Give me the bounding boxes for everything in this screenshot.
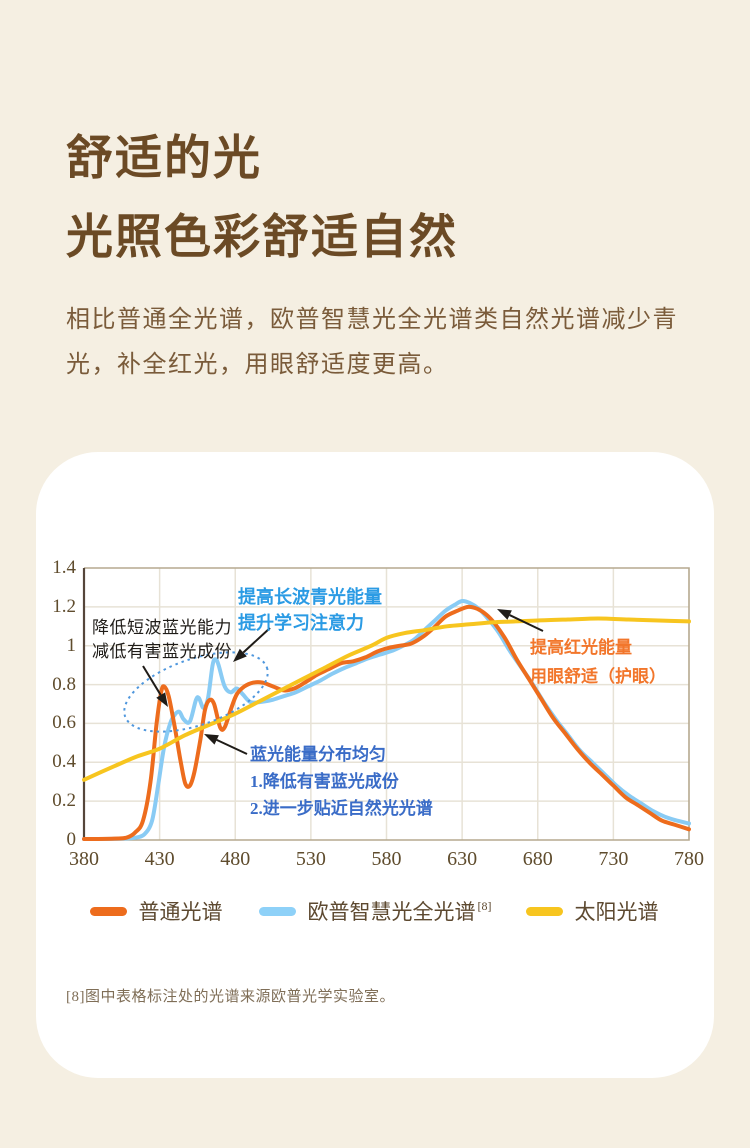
legend-swatch-yellow [525, 906, 563, 916]
annotation-arrow-head [156, 692, 168, 707]
annotation-arrow-head [233, 648, 247, 662]
annotation-boost-red: 提高红光能量 用眼舒适（护眼） [530, 633, 666, 691]
footnote: [8]图中表格标注处的光谱来源欧普光学实验室。 [66, 989, 395, 1005]
legend-item-sun-spectrum: 太阳光谱 [525, 896, 661, 926]
x-tick-label: 630 [447, 848, 478, 870]
annotation-line: 1.降低有害蓝光成份 [250, 772, 399, 791]
spectrum-chart [82, 567, 691, 841]
annotation-line: 提升学习注意力 [238, 613, 364, 633]
y-tick-label: 0.8 [52, 673, 76, 695]
annotation-line: 降低短波蓝光能力 [92, 618, 232, 637]
x-tick-label: 530 [295, 848, 326, 870]
legend-swatch-blue [258, 906, 296, 916]
y-tick-label: 1.4 [52, 557, 76, 578]
annotation-arrow-line [216, 738, 248, 755]
annotation-arrow-line [142, 665, 162, 696]
series-curve [82, 616, 691, 782]
x-tick-label: 730 [598, 848, 629, 870]
y-tick-label: 0.4 [52, 751, 76, 773]
legend-item-common-spectrum: 普通光谱 [89, 896, 225, 926]
x-tick-label: 380 [69, 848, 99, 870]
annotation-arrow-line [509, 614, 544, 632]
x-tick-label: 580 [371, 848, 402, 870]
annotation-arrow-line [242, 627, 271, 654]
intro-line1: 相比普通全光谱，欧普智慧光全光谱类自然光谱减少青 [66, 307, 678, 333]
annotation-line: 用眼舒适（护眼） [530, 667, 666, 686]
x-tick-label: 430 [144, 848, 175, 870]
legend-swatch-orange [89, 906, 127, 916]
annotation-arrow-head [497, 609, 512, 620]
annotation-line: 2.进一步贴近自然光光谱 [250, 799, 433, 818]
intro-line2: 光，补全红光，用眼舒适度更高。 [66, 352, 449, 378]
x-tick-label: 680 [522, 848, 553, 870]
legend-superscript: [8] [477, 899, 492, 913]
page-title-line1: 舒适的光 [66, 133, 262, 185]
x-tick-label: 480 [220, 848, 251, 870]
chart-legend: 普通光谱 欧普智慧光全光谱 [8] 太阳光谱 [36, 896, 714, 926]
page-title: 舒适的光 光照色彩舒适自然 [66, 120, 458, 278]
annotation-arrow-head [204, 734, 219, 745]
legend-label: 太阳光谱 [574, 900, 659, 924]
annotation-boost-long-cyan: 提高长波青光能量 提升学习注意力 [238, 584, 382, 636]
annotation-line: 蓝光能量分布均匀 [250, 745, 386, 764]
highlight-ellipse [123, 651, 269, 733]
annotation-line: 减低有害蓝光成份 [92, 642, 232, 661]
legend-label: 普通光谱 [138, 900, 223, 924]
intro-paragraph: 相比普通全光谱，欧普智慧光全光谱类自然光谱减少青 光，补全红光，用眼舒适度更高。 [66, 298, 706, 388]
annotation-blue-even-distribution: 蓝光能量分布均匀 1.降低有害蓝光成份 2.进一步贴近自然光光谱 [250, 741, 433, 822]
annotation-line: 提高红光能量 [530, 638, 632, 657]
page-title-line2: 光照色彩舒适自然 [66, 212, 458, 264]
chart-card: 降低短波蓝光能力 减低有害蓝光成份 提高长波青光能量 提升学习注意力 蓝光能量分… [36, 452, 714, 1078]
plot-border [84, 567, 690, 841]
annotation-line: 提高长波青光能量 [238, 587, 382, 607]
y-tick-label: 1 [66, 634, 77, 656]
x-tick-label: 780 [674, 848, 704, 870]
legend-label: 欧普智慧光全光谱 [8] [307, 899, 492, 924]
y-tick-label: 0.6 [52, 712, 76, 734]
legend-item-opple-spectrum: 欧普智慧光全光谱 [8] [258, 896, 492, 926]
annotation-reduce-short-blue: 降低短波蓝光能力 减低有害蓝光成份 [92, 616, 232, 664]
y-tick-label: 1.2 [52, 595, 76, 617]
y-tick-label: 0 [66, 829, 77, 850]
y-tick-label: 0.2 [52, 790, 76, 812]
